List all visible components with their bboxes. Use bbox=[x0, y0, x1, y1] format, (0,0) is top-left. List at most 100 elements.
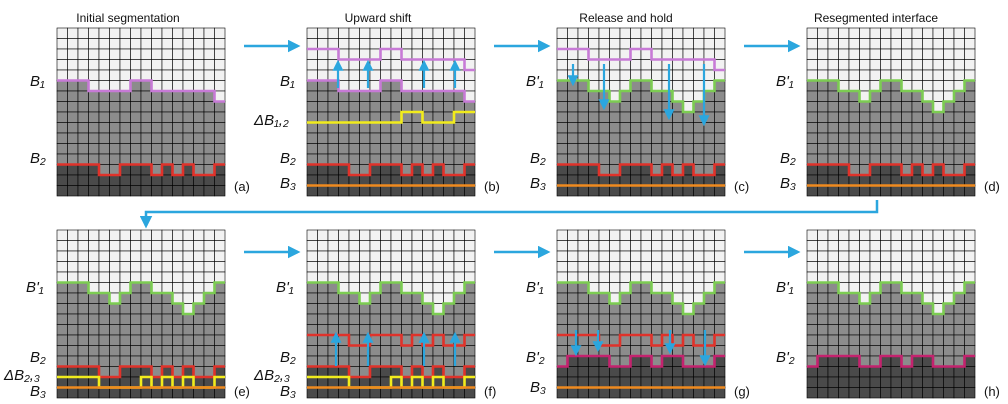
grid-cell bbox=[203, 250, 215, 262]
grid-cell bbox=[588, 376, 600, 388]
grid-cell bbox=[317, 143, 329, 155]
grid-cell bbox=[943, 334, 955, 346]
grid-cell bbox=[682, 132, 694, 144]
grid-cell bbox=[77, 355, 89, 367]
grid-cell bbox=[838, 80, 850, 92]
grid-cell bbox=[119, 38, 131, 50]
grid-cell bbox=[859, 59, 871, 71]
grid-cell bbox=[588, 27, 600, 39]
grid-cell bbox=[348, 366, 360, 378]
grid-cell bbox=[411, 122, 423, 134]
grid-cell bbox=[161, 334, 173, 346]
grid-cell bbox=[464, 334, 476, 346]
grid-cell bbox=[619, 303, 631, 315]
grid-cell bbox=[172, 387, 184, 399]
grid-cell bbox=[630, 153, 642, 165]
grid-cell bbox=[619, 111, 631, 123]
grid-cell bbox=[953, 164, 965, 176]
grid-cell bbox=[317, 132, 329, 144]
grid-cell bbox=[556, 101, 568, 113]
grid-cell bbox=[848, 101, 860, 113]
grid-cell bbox=[577, 48, 589, 60]
grid-cell bbox=[827, 355, 839, 367]
grid-cell bbox=[567, 376, 579, 388]
grid-cell bbox=[56, 122, 68, 134]
grid-cell bbox=[422, 292, 434, 304]
grid-cell bbox=[119, 80, 131, 92]
grid-cell bbox=[380, 111, 392, 123]
grid-cell bbox=[464, 240, 476, 252]
grid-cell bbox=[443, 282, 455, 294]
grid-cell bbox=[98, 240, 110, 252]
grid-cell bbox=[203, 355, 215, 367]
grid-cell bbox=[453, 90, 465, 102]
grid-cell bbox=[161, 303, 173, 315]
grid-cell bbox=[588, 164, 600, 176]
grid-cell bbox=[380, 376, 392, 388]
grid-cell bbox=[859, 324, 871, 336]
grid-cell bbox=[306, 80, 318, 92]
grid-cell bbox=[77, 90, 89, 102]
grid-cell bbox=[140, 38, 152, 50]
grid-cell bbox=[693, 292, 705, 304]
grid-cell bbox=[317, 69, 329, 81]
grid-cell bbox=[432, 38, 444, 50]
grid-cell bbox=[693, 27, 705, 39]
grid-cell bbox=[943, 143, 955, 155]
grid-cell bbox=[869, 261, 881, 273]
grid-cell bbox=[848, 355, 860, 367]
grid-cell bbox=[130, 324, 142, 336]
grid-cell bbox=[306, 164, 318, 176]
grid-cell bbox=[214, 48, 226, 60]
grid-cell bbox=[693, 387, 705, 399]
grid-cell bbox=[556, 185, 568, 197]
grid-cell bbox=[880, 122, 892, 134]
grid-cell bbox=[56, 376, 68, 388]
grid-cell bbox=[327, 282, 339, 294]
grid-cell bbox=[338, 80, 350, 92]
grid-cell bbox=[390, 355, 402, 367]
grid-cell bbox=[453, 229, 465, 241]
grid-cell bbox=[806, 324, 818, 336]
grid-cell bbox=[306, 261, 318, 273]
grid-cell bbox=[464, 387, 476, 399]
grid-cell bbox=[422, 122, 434, 134]
grid-cell bbox=[693, 38, 705, 50]
grid-cell bbox=[182, 101, 194, 113]
grid-cell bbox=[714, 261, 726, 273]
grid-cell bbox=[838, 90, 850, 102]
grid-cell bbox=[714, 355, 726, 367]
grid-cell bbox=[119, 387, 131, 399]
grid-cell bbox=[964, 345, 976, 357]
grid-cell bbox=[317, 282, 329, 294]
grid-cell bbox=[443, 132, 455, 144]
grid-cell bbox=[77, 174, 89, 186]
grid-cell bbox=[640, 229, 652, 241]
grid-cell bbox=[693, 153, 705, 165]
panel-g bbox=[556, 229, 726, 399]
grid-cell bbox=[119, 69, 131, 81]
grid-cell bbox=[556, 122, 568, 134]
grid-cell bbox=[359, 292, 371, 304]
boundary-b1-prime bbox=[57, 281, 225, 316]
grid-cell bbox=[56, 366, 68, 378]
grid-cell bbox=[817, 271, 829, 283]
grid-cell bbox=[693, 174, 705, 186]
grid-cell bbox=[464, 90, 476, 102]
grid-cell bbox=[151, 355, 163, 367]
grid-cell bbox=[943, 345, 955, 357]
grid-cell bbox=[890, 143, 902, 155]
grid-cell bbox=[651, 38, 663, 50]
grid-cell bbox=[453, 38, 465, 50]
grid-cell bbox=[693, 271, 705, 283]
grid-cell bbox=[67, 101, 79, 113]
grid-cell bbox=[932, 376, 944, 388]
grid-cell bbox=[338, 27, 350, 39]
grid-cell bbox=[172, 303, 184, 315]
grid-cell bbox=[682, 90, 694, 102]
grid-cell bbox=[359, 111, 371, 123]
grid-cell bbox=[682, 69, 694, 81]
grid-cell bbox=[359, 324, 371, 336]
grid-cell bbox=[369, 324, 381, 336]
grid-cell bbox=[411, 250, 423, 262]
